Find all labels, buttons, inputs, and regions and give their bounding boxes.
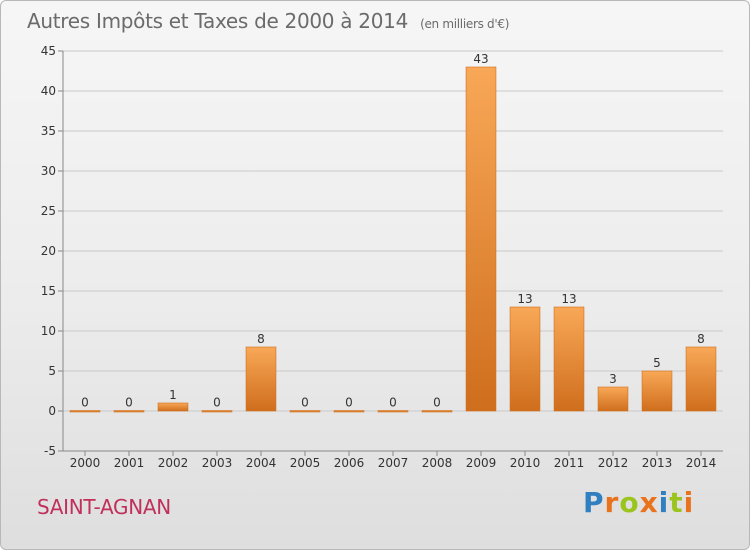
x-tick-label: 2001 [114, 456, 145, 470]
bar [377, 410, 409, 413]
x-tick-label: 2003 [202, 456, 233, 470]
x-tick-label: 2002 [158, 456, 189, 470]
y-tick-label: 10 [41, 324, 56, 338]
x-tick-label: 2004 [246, 456, 277, 470]
bar [157, 402, 189, 412]
data-label: 13 [517, 292, 532, 306]
logo-letter: i [658, 486, 670, 519]
data-label: 0 [433, 396, 441, 410]
bar [201, 410, 233, 413]
data-label: 8 [697, 332, 705, 346]
x-tick-label: 2013 [642, 456, 673, 470]
bar [421, 410, 453, 413]
data-label: 1 [169, 388, 177, 402]
data-label: 3 [609, 372, 617, 386]
bar [245, 346, 277, 412]
data-label: 0 [213, 396, 221, 410]
y-tick-label: 5 [48, 364, 56, 378]
logo-letter: t [669, 486, 684, 519]
y-tick-label: 45 [41, 44, 56, 58]
logo-letter: P [583, 486, 605, 519]
data-label: 43 [473, 52, 488, 66]
x-tick-label: 2014 [686, 456, 717, 470]
bar [465, 66, 497, 412]
y-tick-label: -5 [44, 444, 56, 458]
y-tick-label: 15 [41, 284, 56, 298]
bar [641, 370, 673, 412]
x-tick-label: 2009 [466, 456, 497, 470]
bar [333, 410, 365, 413]
x-tick-label: 2012 [598, 456, 629, 470]
proxiti-logo: Proxiti [583, 486, 694, 519]
data-label: 0 [125, 396, 133, 410]
x-tick-label: 2007 [378, 456, 409, 470]
x-tick-label: 2006 [334, 456, 365, 470]
y-tick-label: 35 [41, 124, 56, 138]
y-tick-label: 25 [41, 204, 56, 218]
bar [597, 386, 629, 412]
bar [289, 410, 321, 413]
y-tick-label: 0 [48, 404, 56, 418]
x-tick-label: 2005 [290, 456, 321, 470]
bar [69, 410, 101, 413]
commune-name: SAINT-AGNAN [37, 495, 171, 519]
data-label: 8 [257, 332, 265, 346]
chart-subtitle: (en milliers d'€) [420, 17, 510, 31]
logo-letter: x [639, 486, 659, 519]
y-tick-label: 30 [41, 164, 56, 178]
chart-title-block: Autres Impôts et Taxes de 2000 à 2014 (e… [27, 9, 509, 33]
chart-title: Autres Impôts et Taxes de 2000 à 2014 [27, 9, 408, 33]
bar [553, 306, 585, 412]
logo-letter: o [619, 486, 640, 519]
y-tick-label: 40 [41, 84, 56, 98]
bar [113, 410, 145, 413]
logo-letter: i [683, 486, 695, 519]
data-label: 13 [561, 292, 576, 306]
data-label: 0 [301, 396, 309, 410]
x-tick-label: 2010 [510, 456, 541, 470]
x-tick-label: 2011 [554, 456, 585, 470]
bar [685, 346, 717, 412]
data-label: 0 [389, 396, 397, 410]
x-tick-label: 2000 [70, 456, 101, 470]
x-tick-label: 2008 [422, 456, 453, 470]
data-label: 5 [653, 356, 661, 370]
y-tick-label: 20 [41, 244, 56, 258]
data-label: 0 [81, 396, 89, 410]
logo-letter: r [604, 486, 620, 519]
data-label: 0 [345, 396, 353, 410]
bar [509, 306, 541, 412]
